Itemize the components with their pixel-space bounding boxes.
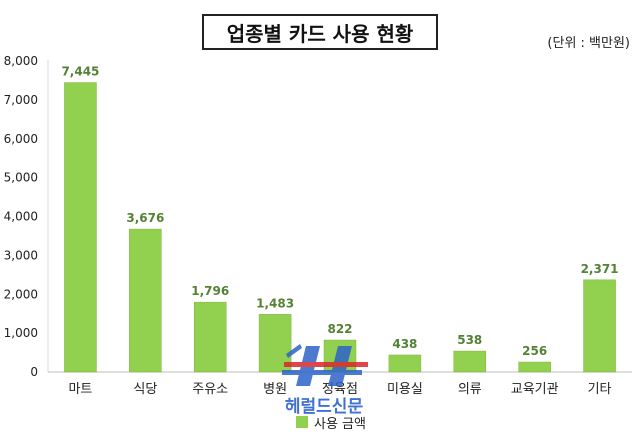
- y-tick-label: 7,000: [4, 93, 38, 107]
- newspaper-watermark-logo: 헤럴드신문: [282, 344, 368, 417]
- legend: 사용 금액: [296, 412, 366, 432]
- watermark-text: 헤럴드신문: [285, 397, 364, 417]
- y-tick-label: 1,000: [4, 326, 38, 340]
- y-tick-label: 4,000: [4, 210, 38, 224]
- data-label: 7,445: [61, 65, 99, 79]
- data-label: 3,676: [126, 211, 164, 225]
- data-label: 2,371: [581, 262, 619, 276]
- y-tick-label: 0: [30, 365, 38, 379]
- data-label: 256: [522, 344, 547, 358]
- x-tick-label: 의류: [458, 382, 482, 397]
- y-tick-label: 5,000: [4, 171, 38, 185]
- x-tick-label: 기타: [588, 382, 612, 397]
- bar: [518, 361, 551, 373]
- legend-label: 사용 금액: [314, 416, 366, 432]
- x-tick-label: 병원: [263, 382, 287, 397]
- bar: [453, 350, 487, 373]
- bar: [583, 279, 616, 373]
- data-label: 822: [327, 322, 352, 336]
- data-label: 438: [392, 337, 417, 351]
- data-label: 1,796: [191, 284, 229, 298]
- x-tick-label: 교육기관: [511, 382, 559, 397]
- y-tick-label: 6,000: [4, 132, 38, 146]
- y-tick-label: 2,000: [4, 287, 38, 301]
- data-label: 1,483: [256, 296, 294, 310]
- x-tick-label: 미용실: [387, 382, 423, 397]
- x-tick-label: 마트: [68, 382, 92, 397]
- chart-title: 업종별 카드 사용 현황: [202, 14, 438, 50]
- x-tick-label: 주유소: [192, 382, 228, 397]
- legend-swatch: [296, 416, 308, 428]
- bar: [129, 228, 162, 373]
- y-tick-label: 8,000: [4, 54, 38, 68]
- bar: [64, 82, 97, 373]
- y-tick-label: 3,000: [4, 248, 38, 262]
- x-tick-label: 식당: [133, 382, 157, 397]
- unit-note: (단위 : 백만원): [547, 36, 630, 51]
- bar: [388, 354, 422, 373]
- data-label: 538: [457, 333, 482, 347]
- bar: [193, 301, 227, 373]
